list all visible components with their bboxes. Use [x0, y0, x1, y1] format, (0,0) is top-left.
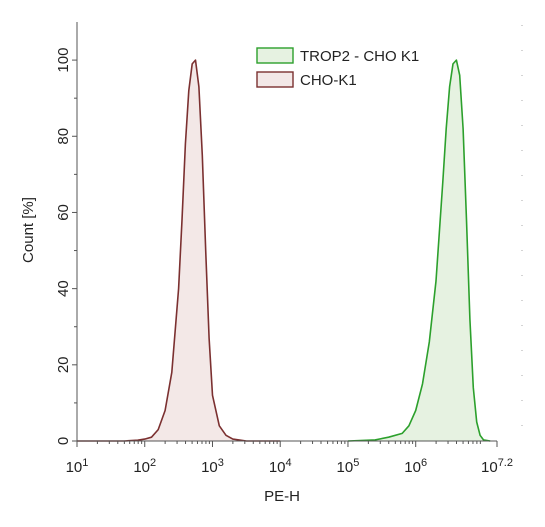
- y-tick-label: 20: [55, 356, 72, 373]
- legend: TROP2 - CHO K1 CHO-K1: [256, 47, 419, 89]
- axes: [76, 22, 523, 442]
- x-tick-label: 104: [269, 457, 292, 476]
- plot-area: [77, 59, 491, 442]
- y-tick-label: 100: [55, 48, 72, 73]
- series-1-fill: [77, 60, 281, 441]
- series-0-line: [347, 59, 491, 442]
- x-tick-label: 102: [133, 457, 156, 476]
- legend-swatch: [256, 71, 294, 88]
- series-1-line: [77, 59, 281, 442]
- x-tick-label: 105: [337, 457, 360, 476]
- y-tick-label: 40: [55, 280, 72, 297]
- x-tick-label: 107.2: [481, 457, 513, 476]
- x-axis-title: PE-H: [264, 488, 300, 505]
- x-tick-label: 101: [66, 457, 89, 476]
- y-tick-label: 0: [55, 437, 72, 445]
- legend-label: TROP2 - CHO K1: [300, 48, 419, 65]
- y-tick-label: 60: [55, 204, 72, 221]
- y-axis-title: Count [%]: [20, 197, 37, 263]
- x-tick-label: 103: [201, 457, 224, 476]
- tick-group: 0 20 40 60 80 100 101 102 103 104 105 106 107.2: [55, 48, 513, 476]
- y-tick-label: 80: [55, 128, 72, 145]
- series-0-fill: [348, 60, 491, 441]
- legend-swatch: [256, 47, 294, 64]
- legend-label: CHO-K1: [300, 72, 357, 89]
- x-tick-label: 106: [404, 457, 427, 476]
